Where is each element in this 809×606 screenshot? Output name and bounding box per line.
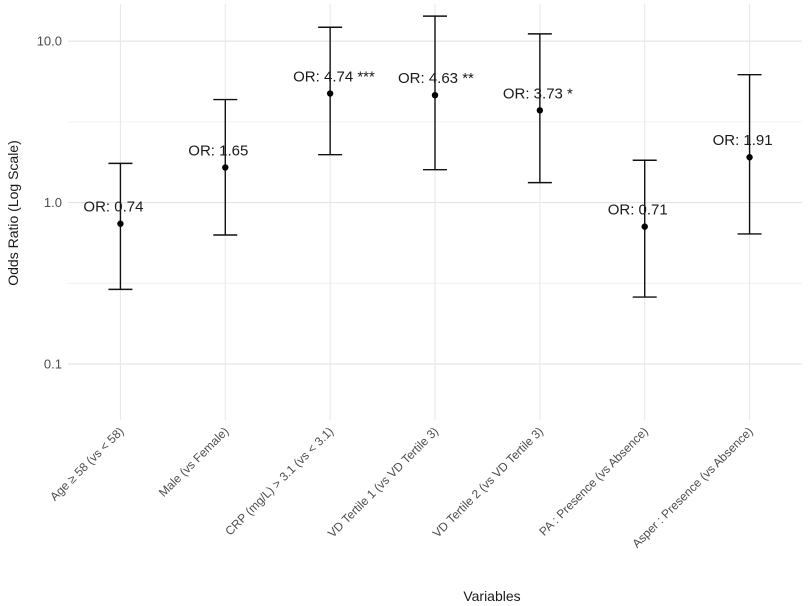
x-axis-ticks: Age ≥ 58 (vs < 58) Male (vs Female)CRP (m… [47, 424, 756, 550]
y-axis-title: Odds Ratio (Log Scale) [5, 140, 21, 286]
y-tick-label: 1.0 [44, 195, 62, 210]
data-points [117, 90, 753, 230]
or-label: OR: 4.74 *** [293, 69, 375, 86]
or-point [117, 220, 124, 227]
x-tick-label: Age ≥ 58 (vs < 58) [47, 424, 126, 503]
x-tick-label: Asper : Presence (vs Absence) [629, 424, 755, 550]
or-point [431, 91, 439, 99]
x-axis-title: Variables [463, 588, 520, 604]
x-tick-label: Male (vs Female) [156, 424, 231, 499]
or-label: OR: 0.71 [608, 202, 668, 219]
y-tick-label: 0.1 [44, 357, 62, 372]
x-tick-label: VD Tertile 2 (vs VD Tertile 3) [430, 424, 546, 540]
or-label: OR: 1.65 [188, 143, 248, 160]
or-label: OR: 4.63 ** [398, 70, 474, 87]
or-labels: OR: 0.74 OR: 1.65 OR: 4.74 *** OR: 4.63 ** O… [83, 69, 772, 219]
or-label: OR: 1.91 [713, 132, 773, 149]
or-label: OR: 3.73 * [503, 85, 573, 102]
x-tick-label: CRP (mg/L) > 3.1 (vs < 3.1) [222, 424, 336, 538]
or-point [746, 154, 753, 161]
or-label: OR: 0.74 [83, 199, 143, 216]
or-point [641, 223, 648, 230]
y-axis-ticks: 0.1 1.0 10.0 [37, 34, 62, 372]
or-point [222, 164, 229, 171]
or-point [536, 107, 544, 114]
x-tick-label: VD Tertile 1 (vs VD Tertile 3) [325, 424, 441, 540]
or-point [326, 90, 334, 97]
x-tick-label: PA : Presence (vs Absence) [536, 424, 650, 538]
y-tick-label: 10.0 [37, 34, 62, 49]
